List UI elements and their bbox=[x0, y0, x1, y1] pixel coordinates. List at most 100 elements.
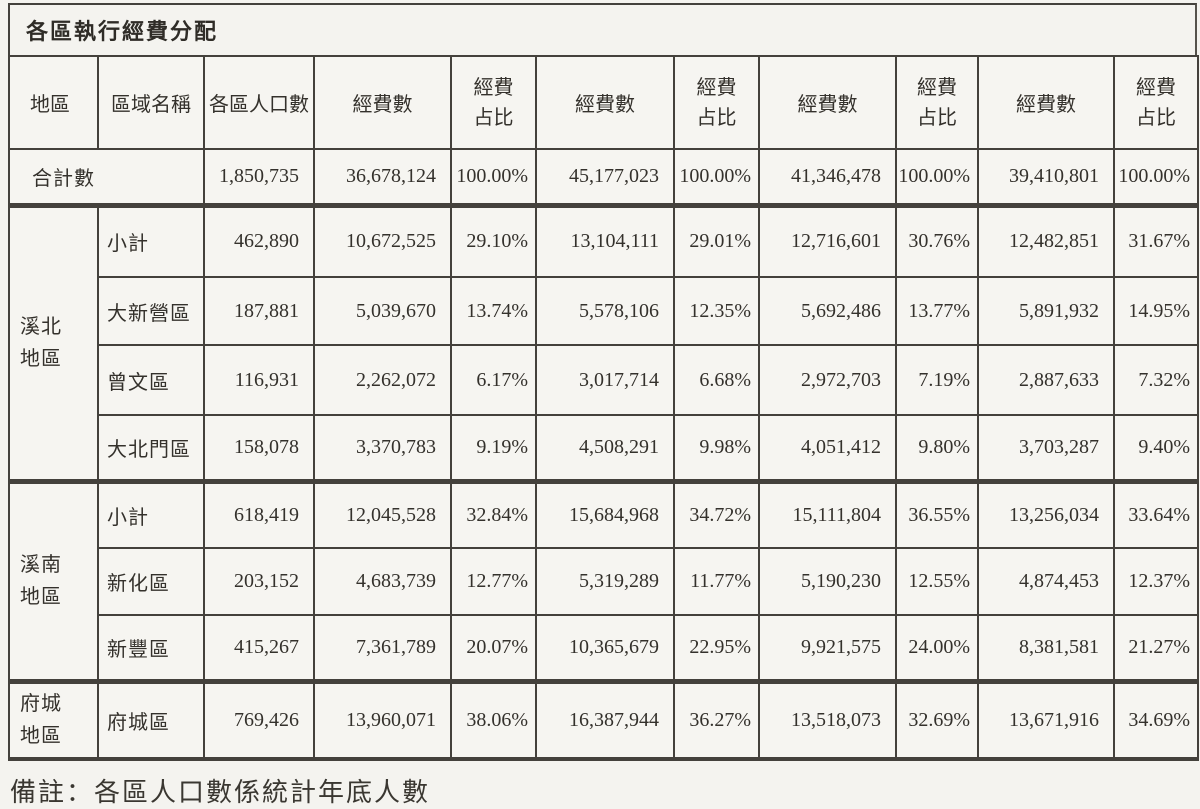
table-row: 新化區 203,152 4,683,739 12.77% 5,319,289 1… bbox=[9, 547, 1199, 616]
population-cell: 158,078 bbox=[203, 414, 315, 482]
amount-cell: 4,874,453 bbox=[977, 547, 1115, 616]
amount-cell: 16,387,944 bbox=[535, 678, 675, 761]
amount-cell: 12,716,601 bbox=[758, 202, 897, 278]
table-row: 曾文區 116,931 2,262,072 6.17% 3,017,714 6.… bbox=[9, 344, 1199, 416]
share-cell: 100.00% bbox=[1113, 148, 1199, 208]
footnote: 備註：各區人口數係統計年底人數 bbox=[10, 778, 431, 807]
share-cell: 22.95% bbox=[673, 614, 760, 682]
table-row: 溪北地區 小計 462,890 10,672,525 29.10% 13,104… bbox=[8, 202, 1199, 482]
population-cell: 415,267 bbox=[203, 614, 315, 682]
amount-cell: 10,672,525 bbox=[313, 202, 452, 278]
table-row: 大北門區 158,078 3,370,783 9.19% 4,508,291 9… bbox=[9, 414, 1199, 482]
amount-cell: 4,051,412 bbox=[758, 414, 897, 482]
amount-cell: 8,381,581 bbox=[977, 614, 1115, 682]
share-cell: 9.40% bbox=[1113, 414, 1199, 482]
population-cell: 462,890 bbox=[203, 202, 315, 278]
district-cell: 府城區 bbox=[97, 678, 205, 761]
share-cell: 100.00% bbox=[450, 148, 537, 208]
share-cell: 12.55% bbox=[895, 547, 979, 616]
population-cell: 769,426 bbox=[203, 678, 315, 761]
share-cell: 30.76% bbox=[895, 202, 979, 278]
col-header-population: 各區人口數 bbox=[203, 55, 315, 150]
share-cell: 9.80% bbox=[895, 414, 979, 482]
table-row: 大新營區 187,881 5,039,670 13.74% 5,578,106 … bbox=[9, 276, 1199, 346]
share-cell: 29.10% bbox=[450, 202, 537, 278]
amount-cell: 2,972,703 bbox=[758, 344, 897, 416]
col-header-amount-2: 經費數 bbox=[535, 55, 675, 150]
col-header-share-1: 經費占比 bbox=[450, 55, 537, 150]
amount-cell: 5,039,670 bbox=[313, 276, 452, 346]
district-cell: 小計 bbox=[97, 478, 205, 549]
share-cell: 6.17% bbox=[450, 344, 537, 416]
share-cell: 12.37% bbox=[1113, 547, 1199, 616]
amount-cell: 13,256,034 bbox=[977, 478, 1115, 549]
share-cell: 34.72% bbox=[673, 478, 760, 549]
amount-cell: 13,518,073 bbox=[758, 678, 897, 761]
amount-cell: 5,891,932 bbox=[977, 276, 1115, 346]
share-cell: 7.32% bbox=[1113, 344, 1199, 416]
amount-cell: 36,678,124 bbox=[313, 148, 452, 208]
document-page: 各區執行經費分配 地區 區域名稱 各區人口數 經費數 經費占比 經費數 經費占比… bbox=[8, 3, 1199, 761]
page-title: 各區執行經費分配 bbox=[26, 19, 219, 44]
amount-cell: 4,683,739 bbox=[313, 547, 452, 616]
col-header-amount-3: 經費數 bbox=[758, 55, 897, 150]
share-cell: 100.00% bbox=[673, 148, 760, 208]
amount-cell: 12,045,528 bbox=[313, 478, 452, 549]
amount-cell: 2,262,072 bbox=[313, 344, 452, 416]
share-cell: 34.69% bbox=[1113, 678, 1199, 761]
amount-cell: 5,692,486 bbox=[758, 276, 897, 346]
col-header-share-2: 經費占比 bbox=[673, 55, 760, 150]
amount-cell: 3,370,783 bbox=[313, 414, 452, 482]
amount-cell: 15,111,804 bbox=[758, 478, 897, 549]
district-cell: 新化區 bbox=[97, 547, 205, 616]
population-cell: 203,152 bbox=[203, 547, 315, 616]
region-label: 溪南地區 bbox=[20, 554, 62, 608]
share-cell: 6.68% bbox=[673, 344, 760, 416]
table-row: 溪南地區 小計 618,419 12,045,528 32.84% 15,684… bbox=[8, 478, 1199, 682]
share-cell: 13.74% bbox=[450, 276, 537, 346]
share-cell: 21.27% bbox=[1113, 614, 1199, 682]
col-header-amount-1: 經費數 bbox=[313, 55, 452, 150]
region-cell-xibei: 溪北地區 bbox=[8, 202, 99, 482]
share-cell: 38.06% bbox=[450, 678, 537, 761]
table-row: 新豐區 415,267 7,361,789 20.07% 10,365,679 … bbox=[9, 614, 1199, 682]
amount-cell: 13,960,071 bbox=[313, 678, 452, 761]
share-cell: 36.27% bbox=[673, 678, 760, 761]
amount-cell: 13,671,916 bbox=[977, 678, 1115, 761]
share-cell: 32.69% bbox=[895, 678, 979, 761]
amount-cell: 15,684,968 bbox=[535, 478, 675, 549]
total-label: 合計數 bbox=[8, 148, 205, 208]
amount-cell: 3,703,287 bbox=[977, 414, 1115, 482]
district-cell: 曾文區 bbox=[97, 344, 205, 416]
col-header-share-4: 經費占比 bbox=[1113, 55, 1199, 150]
share-cell: 14.95% bbox=[1113, 276, 1199, 346]
col-header-district: 區域名稱 bbox=[97, 55, 205, 150]
share-cell: 29.01% bbox=[673, 202, 760, 278]
amount-cell: 7,361,789 bbox=[313, 614, 452, 682]
col-header-share-3: 經費占比 bbox=[895, 55, 979, 150]
region-label: 府城地區 bbox=[20, 693, 62, 748]
col-header-amount-4: 經費數 bbox=[977, 55, 1115, 150]
share-cell: 13.77% bbox=[895, 276, 979, 346]
amount-cell: 5,190,230 bbox=[758, 547, 897, 616]
amount-cell: 13,104,111 bbox=[535, 202, 675, 278]
amount-cell: 4,508,291 bbox=[535, 414, 675, 482]
table-row: 府城地區 府城區 769,426 13,960,071 38.06% 16,38… bbox=[8, 678, 1199, 761]
amount-cell: 10,365,679 bbox=[535, 614, 675, 682]
share-cell: 32.84% bbox=[450, 478, 537, 549]
share-cell: 12.77% bbox=[450, 547, 537, 616]
share-cell: 24.00% bbox=[895, 614, 979, 682]
amount-cell: 5,319,289 bbox=[535, 547, 675, 616]
district-cell: 小計 bbox=[97, 202, 205, 278]
amount-cell: 5,578,106 bbox=[535, 276, 675, 346]
amount-cell: 3,017,714 bbox=[535, 344, 675, 416]
share-cell: 100.00% bbox=[895, 148, 979, 208]
share-cell: 31.67% bbox=[1113, 202, 1199, 278]
amount-cell: 45,177,023 bbox=[535, 148, 675, 208]
district-cell: 大北門區 bbox=[97, 414, 205, 482]
share-cell: 12.35% bbox=[673, 276, 760, 346]
amount-cell: 9,921,575 bbox=[758, 614, 897, 682]
region-cell-xinan: 溪南地區 bbox=[8, 478, 99, 682]
population-cell: 1,850,735 bbox=[203, 148, 315, 208]
amount-cell: 41,346,478 bbox=[758, 148, 897, 208]
